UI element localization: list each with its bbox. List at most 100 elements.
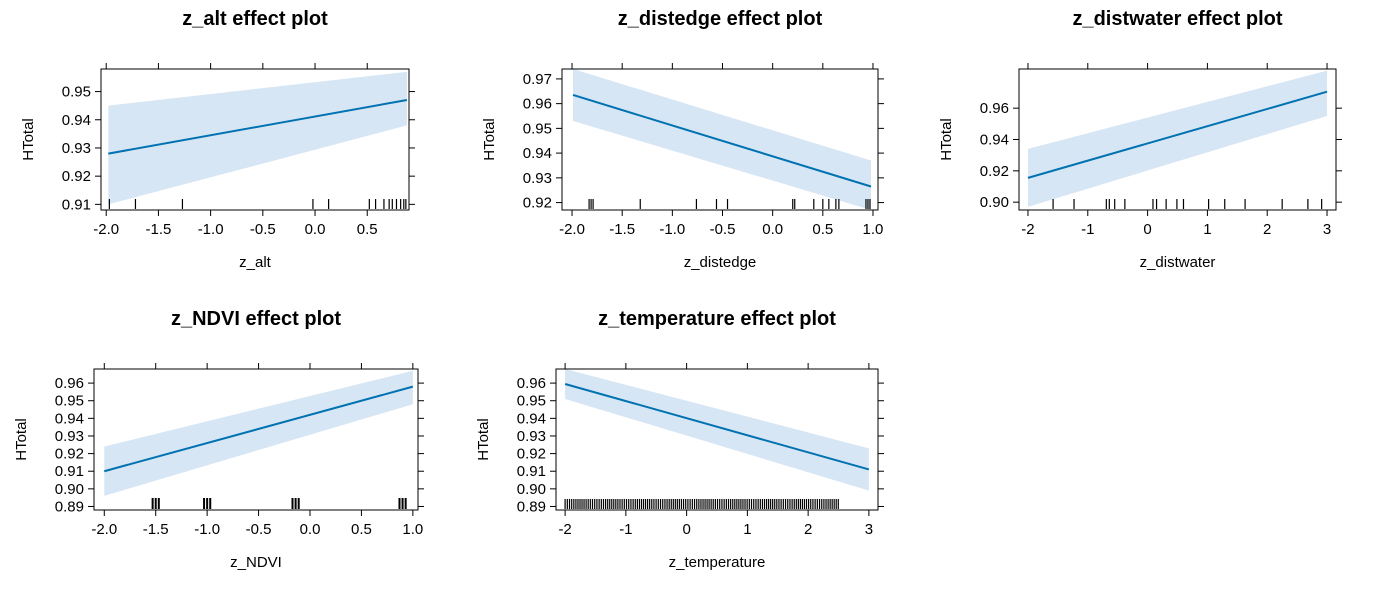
x-tick-label: -2.0 bbox=[93, 221, 119, 238]
confidence-band bbox=[104, 370, 413, 496]
x-tick-label: -0.5 bbox=[246, 521, 272, 538]
rug-mark bbox=[157, 498, 160, 509]
rug-marks bbox=[108, 199, 407, 209]
y-axis-label: HTotal bbox=[20, 118, 37, 161]
panel-z-distwater: z_distwater effect plot -2 -1 0 1 2 3 0.90 0.92 0… bbox=[938, 8, 1342, 271]
rug-marks bbox=[564, 499, 839, 509]
x-axis-label: z_distwater bbox=[1140, 254, 1216, 271]
y-tick-label: 0.92 bbox=[62, 168, 91, 185]
confidence-band bbox=[1027, 70, 1328, 207]
rug-mark bbox=[154, 498, 157, 509]
fit-line bbox=[572, 94, 872, 188]
rug-mark bbox=[297, 498, 300, 509]
plot-frame bbox=[555, 368, 879, 511]
x-axis-label: z_distedge bbox=[684, 254, 757, 271]
y-tick-label: 0.94 bbox=[62, 112, 91, 129]
x-tick-label: -1.5 bbox=[609, 221, 635, 238]
rug-marks bbox=[151, 498, 407, 509]
x-tick-label: -1.0 bbox=[198, 221, 224, 238]
y-tick-label: 0.94 bbox=[980, 132, 1009, 149]
x-tick-label: 1.0 bbox=[863, 221, 884, 238]
rug-mark bbox=[151, 498, 154, 509]
x-tick-label: 1 bbox=[743, 521, 751, 538]
x-tick-label: 3 bbox=[1323, 221, 1331, 238]
x-tick-label: 0.0 bbox=[762, 221, 783, 238]
x-tick-label: -1.5 bbox=[145, 221, 171, 238]
x-tick-label: 1.0 bbox=[402, 521, 423, 538]
x-tick-label: 2 bbox=[1263, 221, 1271, 238]
rug-marks bbox=[588, 199, 871, 209]
y-tick-label: 0.95 bbox=[62, 84, 91, 101]
y-tick-label: 0.93 bbox=[517, 428, 546, 445]
fit-line bbox=[108, 99, 408, 155]
y-tick-label: 0.95 bbox=[55, 393, 84, 410]
rug-mark bbox=[294, 498, 297, 509]
panel-title: z_distwater effect plot bbox=[1072, 8, 1282, 30]
y-axis-label: HTotal bbox=[481, 118, 498, 161]
y-tick-label: 0.90 bbox=[55, 481, 84, 498]
fit-line bbox=[564, 383, 870, 471]
y-tick-label: 0.96 bbox=[55, 375, 84, 392]
rug-marks bbox=[1052, 199, 1323, 209]
panel-title: z_distedge effect plot bbox=[618, 8, 823, 30]
y-tick-label: 0.93 bbox=[523, 170, 552, 187]
rug-mark bbox=[291, 498, 294, 509]
x-tick-label: 0.5 bbox=[357, 221, 378, 238]
confidence-band bbox=[108, 71, 407, 205]
plot-frame bbox=[561, 68, 879, 211]
confidence-band bbox=[573, 69, 871, 210]
x-tick-label: 0.0 bbox=[300, 521, 321, 538]
fit-line bbox=[1027, 90, 1328, 179]
y-tick-label: 0.91 bbox=[62, 196, 91, 213]
panel-title: z_NDVI effect plot bbox=[171, 308, 341, 330]
rug-mark bbox=[398, 498, 401, 509]
y-tick-label: 0.92 bbox=[517, 446, 546, 463]
panel-z-temperature: z_temperature effect plot-2 -1 0 1 2 30.890.9… bbox=[475, 308, 884, 571]
plot-frame bbox=[100, 68, 410, 211]
y-tick-label: 0.91 bbox=[517, 463, 546, 480]
y-tick-label: 0.95 bbox=[517, 393, 546, 410]
x-tick-label: -1.5 bbox=[143, 521, 169, 538]
x-tick-label: 3 bbox=[865, 521, 873, 538]
x-tick-label: 0 bbox=[1143, 221, 1151, 238]
y-tick-label: 0.89 bbox=[55, 498, 84, 515]
x-tick-label: -1 bbox=[1081, 221, 1094, 238]
y-tick-label: 0.93 bbox=[62, 140, 91, 157]
x-tick-label: 0.0 bbox=[305, 221, 326, 238]
y-axis-label: HTotal bbox=[938, 118, 955, 161]
x-tick-label: 0.5 bbox=[812, 221, 833, 238]
rug-mark bbox=[401, 498, 404, 509]
y-tick-label: 0.96 bbox=[980, 100, 1009, 117]
panel-z-distedge: z_distedge effect plot -2.0 -1.5 -1.0 -0.5 0.… bbox=[481, 8, 884, 271]
y-tick-label: 0.90 bbox=[517, 481, 546, 498]
y-tick-label: 0.92 bbox=[523, 195, 552, 212]
rug-mark bbox=[404, 498, 407, 509]
x-axis-label: z_NDVI bbox=[230, 554, 282, 571]
x-tick-label: 0 bbox=[682, 521, 690, 538]
y-tick-label: 0.94 bbox=[517, 410, 546, 427]
x-tick-label: -0.5 bbox=[710, 221, 736, 238]
x-tick-label: -2 bbox=[558, 521, 571, 538]
x-tick-label: -1.0 bbox=[659, 221, 685, 238]
x-tick-label: -2 bbox=[1021, 221, 1034, 238]
y-tick-label: 0.94 bbox=[523, 145, 552, 162]
panel-title: z_alt effect plot bbox=[182, 8, 328, 30]
y-tick-label: 0.96 bbox=[523, 96, 552, 113]
rug-mark bbox=[209, 498, 212, 509]
y-tick-label: 0.92 bbox=[55, 446, 84, 463]
y-tick-label: 0.96 bbox=[517, 375, 546, 392]
x-tick-label: 0.5 bbox=[351, 521, 372, 538]
y-tick-label: 0.97 bbox=[523, 71, 552, 88]
x-tick-label: -2.0 bbox=[559, 221, 585, 238]
panel-title: z_temperature effect plot bbox=[598, 308, 836, 330]
y-tick-label: 0.92 bbox=[980, 163, 1009, 180]
panel-z-ndvi: z_NDVI effect plot -2.0 -1.5 -1.0 -0.5 0.0 0.5… bbox=[13, 308, 424, 571]
plot-frame bbox=[93, 368, 419, 511]
x-tick-label: 2 bbox=[804, 521, 812, 538]
y-tick-label: 0.90 bbox=[980, 194, 1009, 211]
y-tick-label: 0.91 bbox=[55, 463, 84, 480]
y-tick-label: 0.95 bbox=[523, 120, 552, 137]
x-axis-label: z_alt bbox=[239, 254, 272, 271]
y-axis-label: HTotal bbox=[13, 418, 30, 461]
